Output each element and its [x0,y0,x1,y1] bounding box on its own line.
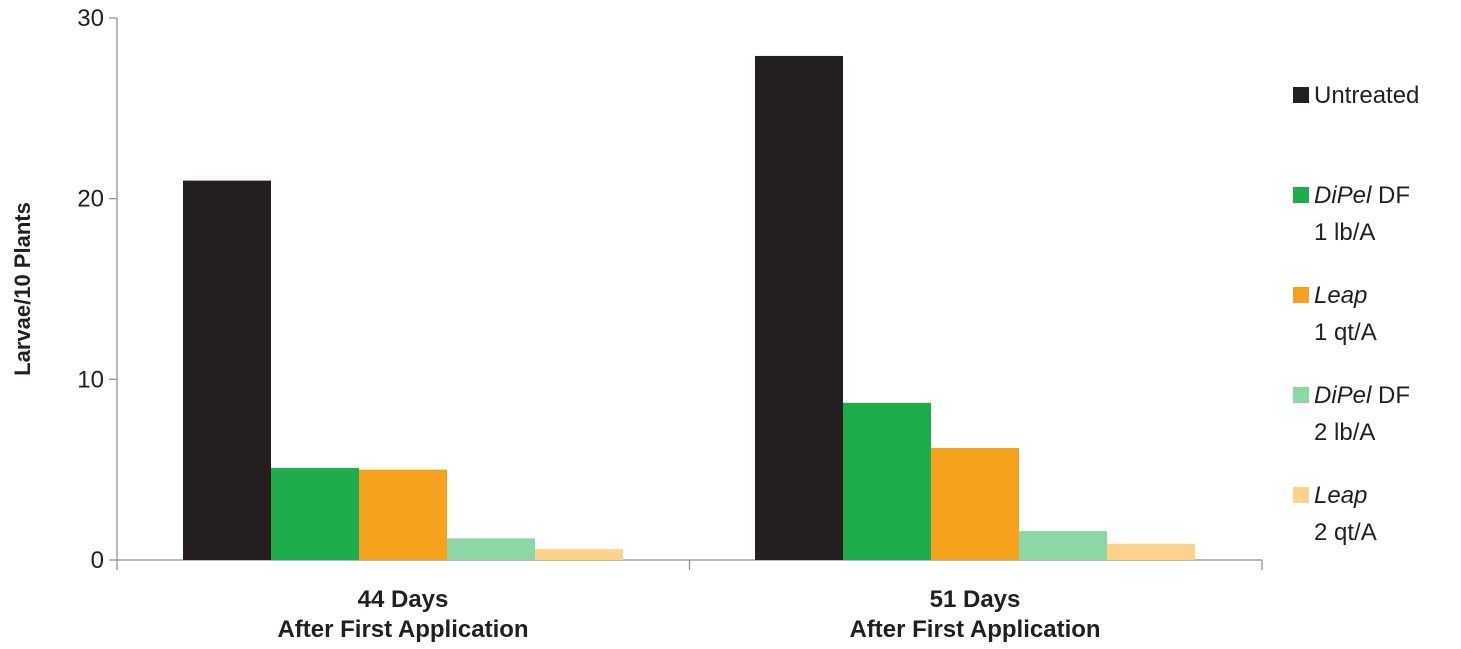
bar [183,180,271,560]
legend-label: DiPel DF [1314,182,1410,209]
labels-layer: 0 10 20 30 Larvae/10 Plants 44 Days After Firs… [10,5,1101,643]
bar [931,447,1019,560]
legend-label: DiPel DF [1314,382,1410,409]
bar [535,549,623,560]
legend-label: Untreated [1314,82,1419,109]
legend-swatch [1293,487,1309,503]
bar [359,469,447,560]
bar [1107,543,1195,560]
legend-swatch [1293,87,1309,103]
legend-label-italic: DiPel [1314,182,1372,209]
bars-layer [183,55,1195,560]
legend-label-italic: DiPel [1314,382,1372,409]
legend-rate-label: 2 qt/A [1314,519,1377,546]
legend-swatch [1293,287,1309,303]
x-category-label-line2: After First Application [277,616,528,643]
bar [1019,531,1107,560]
bar [447,538,535,560]
bar [755,55,843,560]
x-category-label-line1: 44 Days [358,586,449,613]
legend-label-plain: DF [1371,382,1410,409]
y-tick-label: 0 [91,547,104,574]
x-category-label-line2: After First Application [849,616,1100,643]
legend-swatch [1293,387,1309,403]
legend-rate-label: 1 lb/A [1314,219,1375,246]
legend-label-plain: DF [1371,182,1410,209]
legend-label-italic: Leap [1314,282,1367,309]
y-tick-label: 30 [77,5,104,32]
legend-label-plain: Untreated [1314,82,1419,109]
y-tick-label: 20 [77,186,104,213]
legend-rate-label: 1 qt/A [1314,319,1377,346]
bar [843,402,931,560]
legend-label-italic: Leap [1314,482,1367,509]
legend-swatch [1293,187,1309,203]
legend-label: Leap [1314,282,1367,309]
x-category-label-line1: 51 Days [930,586,1021,613]
legend: Untreated DiPel DF 1 lb/A Leap 1 qt/A DiPel D… [1293,82,1419,546]
y-tick-label: 10 [77,366,104,393]
legend-rate-label: 2 lb/A [1314,419,1375,446]
y-axis-title: Larvae/10 Plants [10,202,35,376]
legend-label: Leap [1314,482,1367,509]
bar [271,467,359,560]
